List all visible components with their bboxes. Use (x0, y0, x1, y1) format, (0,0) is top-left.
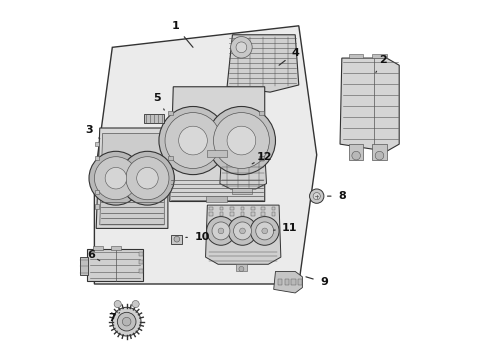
Polygon shape (96, 128, 168, 228)
Circle shape (126, 157, 169, 200)
Circle shape (228, 217, 257, 245)
Bar (372, 144, 387, 160)
Text: 4: 4 (279, 48, 299, 65)
Circle shape (137, 167, 158, 189)
Bar (259, 111, 265, 116)
Polygon shape (205, 205, 281, 264)
Polygon shape (170, 87, 265, 202)
Bar (220, 207, 223, 211)
Polygon shape (220, 151, 267, 189)
Circle shape (165, 113, 221, 168)
Circle shape (117, 312, 136, 331)
Bar (292, 279, 295, 285)
Circle shape (112, 307, 141, 336)
Bar (259, 156, 265, 160)
Circle shape (207, 107, 275, 175)
Text: 10: 10 (186, 232, 210, 242)
Bar (209, 207, 213, 211)
Text: 7: 7 (108, 313, 120, 323)
Bar (236, 264, 247, 271)
Bar (285, 279, 289, 285)
Circle shape (122, 318, 131, 326)
Bar (272, 207, 275, 211)
Bar (95, 156, 98, 160)
Bar (298, 279, 302, 285)
Bar (241, 207, 244, 211)
Circle shape (174, 236, 180, 242)
Bar (220, 212, 223, 216)
Circle shape (212, 222, 230, 240)
Text: 11: 11 (274, 224, 297, 233)
Bar (209, 212, 213, 216)
Circle shape (262, 228, 268, 234)
Bar (87, 249, 143, 281)
Bar (262, 212, 265, 216)
Polygon shape (95, 26, 317, 284)
Polygon shape (227, 35, 299, 92)
Bar (349, 144, 364, 160)
Circle shape (214, 113, 270, 168)
Text: 12: 12 (252, 152, 272, 164)
Circle shape (207, 217, 235, 245)
Bar (95, 141, 98, 146)
Bar (144, 114, 164, 123)
Bar (139, 260, 143, 264)
Bar (93, 246, 103, 249)
Text: 5: 5 (153, 93, 164, 110)
Text: 6: 6 (87, 250, 100, 261)
Bar (272, 212, 275, 216)
Bar (139, 252, 143, 256)
Text: 9: 9 (306, 277, 328, 287)
Circle shape (121, 151, 174, 205)
Circle shape (227, 126, 256, 155)
Bar (207, 149, 227, 157)
Text: 8: 8 (327, 191, 346, 201)
Bar (111, 246, 122, 249)
Text: 2: 2 (376, 55, 387, 72)
Polygon shape (340, 58, 399, 151)
Bar (80, 257, 88, 275)
Bar (205, 196, 227, 202)
Polygon shape (100, 134, 164, 225)
Circle shape (375, 151, 384, 160)
Text: 1: 1 (171, 21, 193, 47)
Bar (278, 279, 282, 285)
Bar (95, 204, 98, 209)
Text: 3: 3 (85, 125, 100, 139)
Bar (251, 207, 255, 211)
Bar (372, 54, 387, 58)
Circle shape (256, 222, 274, 240)
Bar (262, 207, 265, 211)
Polygon shape (274, 271, 302, 293)
Circle shape (310, 189, 324, 203)
Circle shape (239, 266, 244, 271)
Bar (168, 111, 172, 116)
Circle shape (231, 37, 252, 58)
Circle shape (218, 228, 224, 234)
Circle shape (250, 217, 279, 245)
Bar (172, 235, 182, 244)
Circle shape (159, 107, 227, 175)
Circle shape (179, 126, 207, 155)
Circle shape (313, 193, 320, 200)
Circle shape (114, 301, 122, 308)
Circle shape (236, 42, 247, 53)
Circle shape (95, 157, 137, 200)
Circle shape (89, 151, 143, 205)
Bar (230, 212, 234, 216)
Bar (349, 54, 364, 58)
Bar (230, 207, 234, 211)
Bar (251, 212, 255, 216)
Circle shape (234, 222, 251, 240)
Circle shape (105, 167, 126, 189)
Bar (139, 269, 143, 273)
Circle shape (352, 151, 361, 160)
Circle shape (240, 228, 245, 234)
Bar (241, 212, 244, 216)
Circle shape (132, 301, 139, 308)
Bar (168, 156, 172, 160)
Bar (232, 188, 252, 194)
Bar (95, 190, 98, 194)
